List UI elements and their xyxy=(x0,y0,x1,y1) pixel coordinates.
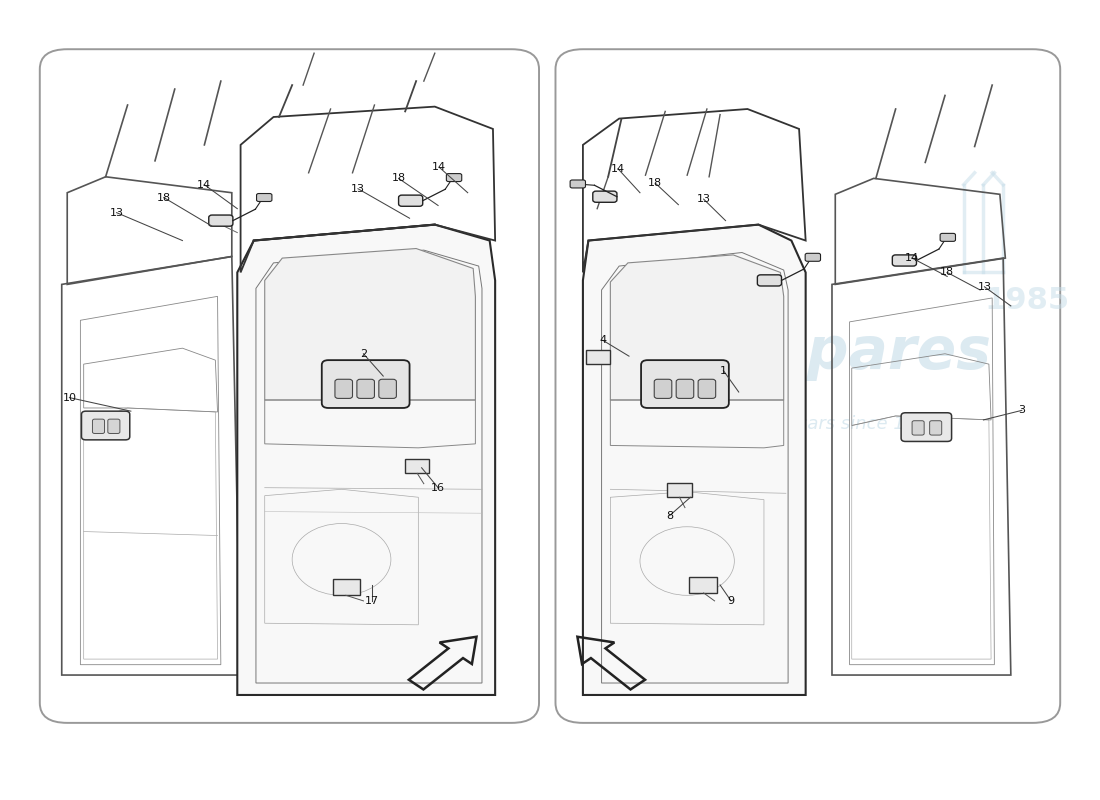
FancyBboxPatch shape xyxy=(930,421,942,435)
Text: 18: 18 xyxy=(940,267,955,278)
FancyBboxPatch shape xyxy=(690,577,717,593)
FancyBboxPatch shape xyxy=(405,459,429,474)
FancyBboxPatch shape xyxy=(256,194,272,202)
FancyBboxPatch shape xyxy=(334,379,352,398)
FancyBboxPatch shape xyxy=(447,174,462,182)
FancyBboxPatch shape xyxy=(654,379,672,398)
Text: 13: 13 xyxy=(110,208,123,218)
Polygon shape xyxy=(238,225,495,695)
FancyBboxPatch shape xyxy=(570,180,585,188)
Polygon shape xyxy=(265,249,475,400)
FancyBboxPatch shape xyxy=(209,215,233,226)
Text: 13: 13 xyxy=(978,282,991,292)
Text: 13: 13 xyxy=(696,194,711,204)
FancyBboxPatch shape xyxy=(92,419,104,434)
Text: 4: 4 xyxy=(600,335,606,346)
Text: 10: 10 xyxy=(63,393,76,402)
Text: 18: 18 xyxy=(392,174,406,183)
FancyBboxPatch shape xyxy=(912,421,924,435)
Text: 14: 14 xyxy=(905,253,920,263)
FancyBboxPatch shape xyxy=(40,50,539,723)
Text: 8: 8 xyxy=(666,510,673,521)
FancyBboxPatch shape xyxy=(698,379,716,398)
FancyBboxPatch shape xyxy=(586,350,611,364)
Text: 17: 17 xyxy=(365,596,380,606)
FancyBboxPatch shape xyxy=(81,411,130,440)
Text: 18: 18 xyxy=(156,193,170,202)
Text: 1: 1 xyxy=(719,366,727,375)
Text: eurospares: eurospares xyxy=(624,324,992,381)
FancyBboxPatch shape xyxy=(556,50,1060,723)
FancyBboxPatch shape xyxy=(356,379,374,398)
FancyBboxPatch shape xyxy=(378,379,396,398)
FancyBboxPatch shape xyxy=(593,191,617,202)
FancyBboxPatch shape xyxy=(668,483,692,498)
Text: 18: 18 xyxy=(648,178,662,188)
Text: 14: 14 xyxy=(197,180,211,190)
FancyBboxPatch shape xyxy=(805,254,821,262)
Text: 3: 3 xyxy=(1019,406,1025,415)
Polygon shape xyxy=(610,255,783,400)
FancyBboxPatch shape xyxy=(322,360,409,408)
Text: 14: 14 xyxy=(610,164,625,174)
FancyBboxPatch shape xyxy=(758,275,781,286)
Text: a passion for cars since 1985: a passion for cars since 1985 xyxy=(676,415,939,433)
FancyBboxPatch shape xyxy=(901,413,952,442)
Text: 2: 2 xyxy=(360,349,367,358)
FancyBboxPatch shape xyxy=(641,360,729,408)
Text: 13: 13 xyxy=(351,184,365,194)
FancyBboxPatch shape xyxy=(892,255,916,266)
FancyBboxPatch shape xyxy=(398,195,422,206)
Polygon shape xyxy=(583,225,805,695)
Text: 14: 14 xyxy=(432,162,447,172)
FancyBboxPatch shape xyxy=(940,234,956,242)
Text: 9: 9 xyxy=(727,596,735,606)
FancyBboxPatch shape xyxy=(108,419,120,434)
FancyBboxPatch shape xyxy=(676,379,694,398)
Text: 16: 16 xyxy=(431,482,446,493)
Text: 1985: 1985 xyxy=(984,286,1070,315)
FancyBboxPatch shape xyxy=(332,579,360,595)
